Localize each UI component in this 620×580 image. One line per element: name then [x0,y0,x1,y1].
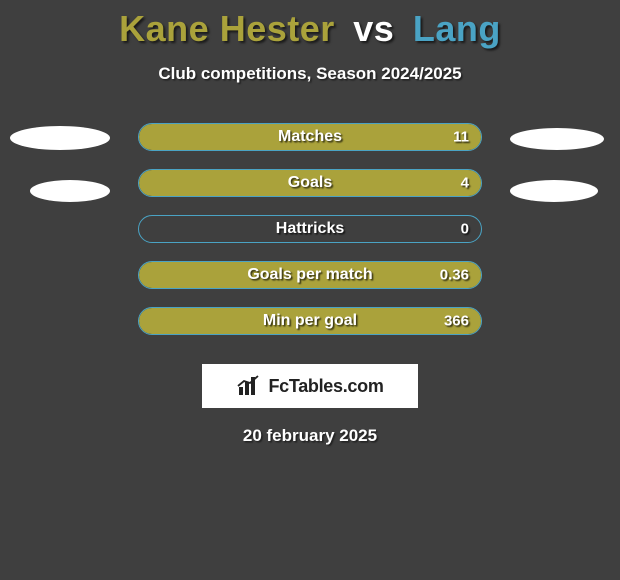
stat-label: Goals [288,174,332,192]
bar-chart-icon [236,375,262,397]
stat-label: Matches [278,128,342,146]
stat-label: Hattricks [276,220,344,238]
stat-row: Goals per match 0.36 [0,252,620,298]
stat-value: 0.36 [440,267,469,284]
stat-row: Min per goal 366 [0,298,620,344]
stat-row: Goals 4 [0,160,620,206]
page-title: Kane Hester vs Lang [0,0,620,50]
brand-box: FcTables.com [202,364,418,408]
stat-value: 366 [444,313,469,330]
stat-value: 0 [461,221,469,238]
stat-bar: Matches 11 [138,123,482,151]
stat-bar: Hattricks 0 [138,215,482,243]
stats-chart: Matches 11 Goals 4 Hattricks 0 Goals per match… [0,114,620,344]
date-text: 20 february 2025 [0,426,620,446]
stat-bar: Goals per match 0.36 [138,261,482,289]
vs-text: vs [353,8,394,49]
stat-value: 4 [461,175,469,192]
player1-name: Kane Hester [119,8,335,49]
stat-row: Matches 11 [0,114,620,160]
stat-value: 11 [453,129,469,146]
player2-name: Lang [413,8,501,49]
stat-label: Min per goal [263,312,357,330]
stat-row: Hattricks 0 [0,206,620,252]
stat-bar: Goals 4 [138,169,482,197]
brand-text: FcTables.com [268,376,383,397]
stat-bar: Min per goal 366 [138,307,482,335]
stat-label: Goals per match [247,266,372,284]
subtitle: Club competitions, Season 2024/2025 [0,64,620,84]
